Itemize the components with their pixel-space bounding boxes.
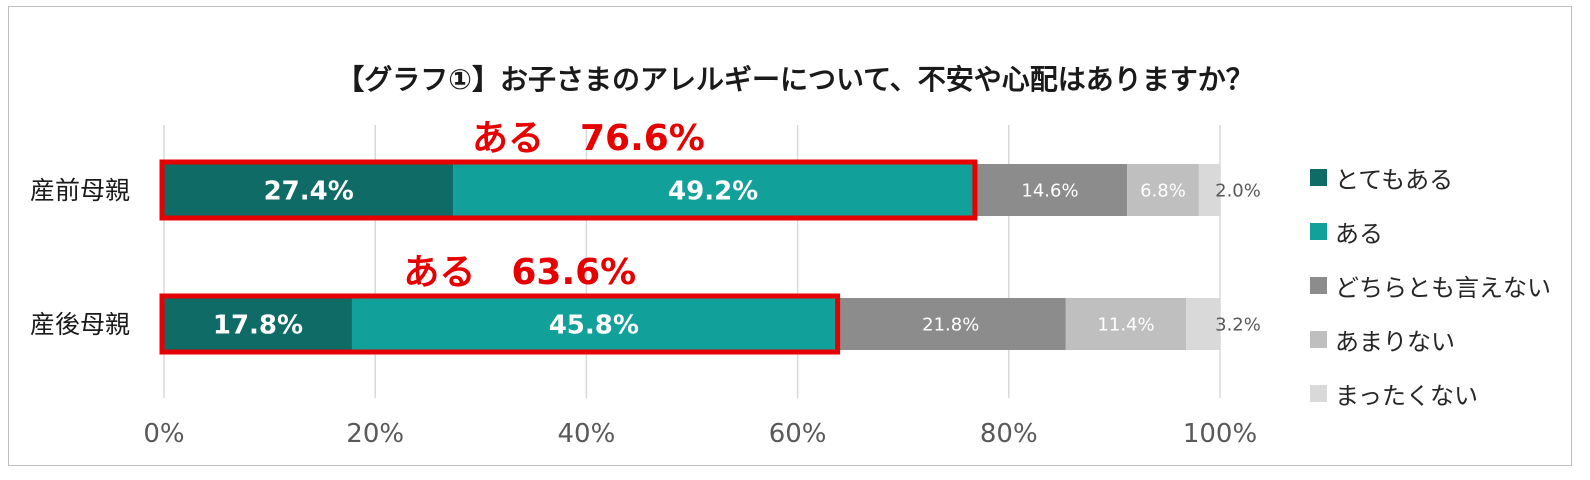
- annotation-label: ある 76.6%: [472, 118, 705, 159]
- legend-swatch: [1310, 222, 1327, 240]
- annotation-label: ある 63.6%: [403, 252, 636, 293]
- legend-swatch: [1310, 330, 1327, 348]
- bar-segment: [972, 164, 1128, 216]
- legend: とてもあるあるどちらとも言えない あまりないまったくない: [1310, 150, 1551, 420]
- legend-label: ある: [1335, 219, 1383, 248]
- bar-segment: [164, 298, 352, 350]
- bar-segment: [1186, 298, 1220, 350]
- bar-segment: [351, 298, 836, 350]
- bar-segment: [164, 164, 454, 216]
- x-tick-label: 40%: [558, 419, 616, 449]
- legend-item: あまりない: [1310, 312, 1551, 366]
- bar-segment: [1065, 298, 1187, 350]
- bar-segment: [835, 298, 1066, 350]
- legend-swatch: [1310, 384, 1327, 402]
- legend-item: どちらとも言えない: [1310, 258, 1551, 312]
- data-label: 6.8%: [1140, 180, 1186, 201]
- legend-swatch: [1310, 168, 1327, 186]
- x-tick-label: 100%: [1183, 419, 1257, 449]
- category-label: 産後母親: [30, 310, 130, 339]
- data-label: 27.4%: [264, 176, 354, 206]
- x-tick-label: 0%: [143, 419, 184, 449]
- bar-segment: [1198, 164, 1220, 216]
- highlight-box: [159, 159, 978, 221]
- bar-segment: [1127, 164, 1199, 216]
- data-label: 11.4%: [1097, 314, 1154, 335]
- x-tick-label: 80%: [980, 419, 1038, 449]
- bar-segment: [453, 164, 973, 216]
- legend-label: あまりない: [1335, 327, 1455, 356]
- legend-label: とてもある: [1335, 165, 1454, 194]
- data-label: 3.2%: [1215, 314, 1261, 335]
- highlight-box: [159, 293, 841, 355]
- data-label: 45.8%: [549, 310, 639, 340]
- legend-item: まったくない: [1310, 366, 1551, 420]
- legend-item: とてもある: [1310, 150, 1551, 204]
- data-label: 17.8%: [213, 310, 303, 340]
- legend-item: ある: [1310, 204, 1551, 258]
- x-tick-label: 60%: [769, 419, 827, 449]
- chart-title: 【グラフ①】お子さまのアレルギーについて、不安や心配はありますか？: [336, 63, 1254, 96]
- data-label: 2.0%: [1215, 180, 1261, 201]
- category-label: 産前母親: [30, 176, 130, 205]
- legend-label: どちらとも言えない: [1335, 273, 1551, 302]
- data-label: 49.2%: [668, 176, 758, 206]
- data-label: 21.8%: [922, 314, 979, 335]
- legend-swatch: [1310, 276, 1327, 294]
- data-label: 14.6%: [1021, 180, 1078, 201]
- x-tick-label: 20%: [346, 419, 404, 449]
- legend-label: まったくない: [1335, 381, 1479, 410]
